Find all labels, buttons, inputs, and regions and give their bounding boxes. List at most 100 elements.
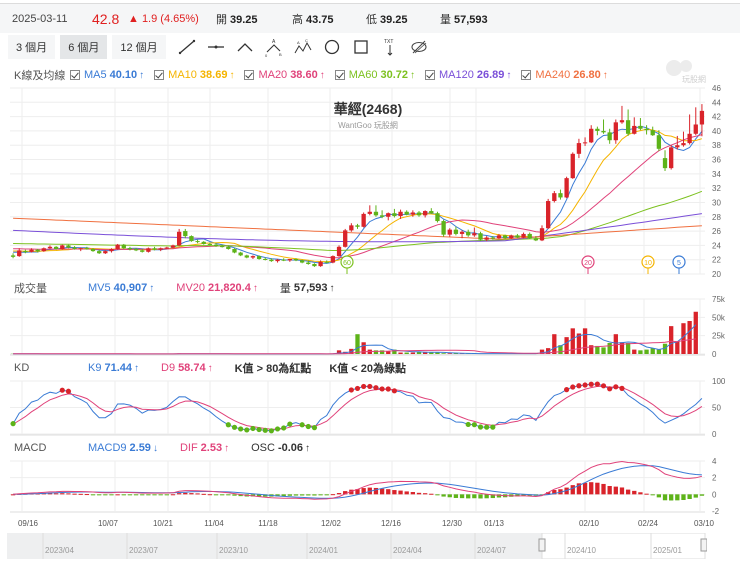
osc-bar xyxy=(90,494,96,496)
legend-item-ma240[interactable]: MA240 26.80 ↑ xyxy=(521,69,608,81)
candle xyxy=(472,233,477,236)
time-navigator[interactable]: 2023/04 2023/07 2023/10 2024/01 2024/04 2024/… xyxy=(7,533,707,559)
osc-bar xyxy=(392,490,397,495)
circle-tool-icon[interactable] xyxy=(319,36,345,58)
osc-bar xyxy=(140,494,145,496)
checkbox[interactable] xyxy=(425,70,435,80)
candle xyxy=(386,213,391,217)
osc-bar xyxy=(515,494,520,497)
volume-bar xyxy=(619,342,625,354)
osc-bar xyxy=(662,494,668,501)
quote-open: 開 39.25 xyxy=(216,13,258,26)
checkbox[interactable] xyxy=(70,70,80,80)
candle xyxy=(441,221,446,235)
checkbox[interactable] xyxy=(244,70,255,80)
svg-text:50: 50 xyxy=(712,404,721,413)
macd-legend: MACD MACD9 2.59 ↓ DIF 2.53 ↑ OSC -0.06 ↑ xyxy=(0,439,332,457)
candle xyxy=(625,120,631,134)
volume-bar xyxy=(656,349,662,354)
svg-text:42: 42 xyxy=(712,113,721,122)
candle xyxy=(336,246,342,257)
volume-bar xyxy=(601,347,606,354)
quote-bar: 2025-03-11 42.8 ▲ 1.9 (4.65%) 開 39.25 高 43… xyxy=(0,3,740,33)
svg-text:0: 0 xyxy=(712,350,717,359)
candle xyxy=(244,255,249,258)
candle xyxy=(164,247,169,249)
volume-bar xyxy=(693,311,698,354)
stock-chart[interactable]: 2022242628303234363840424446華經(2468)Want… xyxy=(0,0,740,535)
rectangle-tool-icon[interactable] xyxy=(348,36,374,58)
osc-bar xyxy=(607,486,612,495)
osc-bar xyxy=(472,494,477,499)
candle xyxy=(466,231,471,236)
svg-text:2023/07: 2023/07 xyxy=(129,546,158,555)
candle xyxy=(392,213,397,217)
candle xyxy=(189,236,194,242)
hide-drawings-icon[interactable] xyxy=(406,36,432,58)
volume-bar xyxy=(607,343,612,354)
osc-bar xyxy=(263,494,268,497)
checkbox[interactable] xyxy=(521,70,532,80)
osc-bar xyxy=(386,489,391,495)
svg-text:B: B xyxy=(279,52,282,57)
quote-volume: 量 57,593 xyxy=(440,13,488,26)
legend-item-ma10[interactable]: MA10 38.69 ↑ xyxy=(154,69,234,81)
legend-item-ma120[interactable]: MA120 26.89 ↑ xyxy=(425,69,511,81)
legend-item-ma60[interactable]: MA60 30.72 ↑ xyxy=(334,69,415,81)
x-axis-label: 10/07 xyxy=(98,519,119,528)
svg-text:25k: 25k xyxy=(712,332,726,341)
svg-text:20: 20 xyxy=(712,270,721,279)
candle xyxy=(115,244,120,249)
candle xyxy=(447,229,452,235)
line-tool-icon[interactable] xyxy=(174,36,200,58)
angle-tool-icon[interactable] xyxy=(232,36,258,58)
abc-pattern-tool-icon[interactable]: A 0 B xyxy=(261,36,287,58)
candle xyxy=(72,247,77,249)
osc-bar xyxy=(595,482,600,495)
volume-bar xyxy=(423,351,428,354)
candle xyxy=(220,246,225,248)
navigator-handle xyxy=(700,538,707,552)
candle xyxy=(183,231,188,237)
osc-bar xyxy=(441,494,446,497)
legend-item-mv5: MV5 40,907 ↑ xyxy=(88,282,155,294)
osc-bar xyxy=(669,494,674,501)
candle xyxy=(453,229,459,234)
volume-bar xyxy=(576,333,582,354)
osc-bar xyxy=(115,494,120,496)
legend-item-macd9: MACD9 2.59 ↓ xyxy=(88,442,158,454)
range-3m-button[interactable]: 3 個月 xyxy=(8,35,56,59)
osc-bar xyxy=(97,494,102,496)
candle xyxy=(601,130,606,133)
range-12m-button[interactable]: 12 個月 xyxy=(112,35,166,59)
text-tool-icon[interactable]: TXT xyxy=(377,36,403,58)
osc-bar xyxy=(576,483,582,495)
svg-text:2024/04: 2024/04 xyxy=(393,546,422,555)
dif-line xyxy=(13,460,703,500)
candle xyxy=(213,244,219,247)
candle xyxy=(250,256,256,258)
osc-bar xyxy=(66,493,71,495)
candle xyxy=(576,143,582,154)
quote-price: 42.8 xyxy=(92,10,120,27)
candle xyxy=(201,241,206,244)
svg-text:34: 34 xyxy=(712,170,721,179)
checkbox[interactable] xyxy=(334,70,345,80)
volume-bar xyxy=(398,352,403,354)
legend-item-ma20[interactable]: MA20 38.60 ↑ xyxy=(244,69,325,81)
svg-text:2024/01: 2024/01 xyxy=(309,546,338,555)
osc-bar xyxy=(416,492,422,495)
candle xyxy=(435,213,440,222)
legend-item-ma5[interactable]: MA5 40.10 ↑ xyxy=(70,69,144,81)
osc-bar xyxy=(72,493,77,495)
volume-bar xyxy=(336,350,342,354)
osc-bar xyxy=(484,494,489,499)
horizontal-line-tool-icon[interactable] xyxy=(203,36,229,58)
osc-bar xyxy=(650,494,655,496)
checkbox[interactable] xyxy=(154,70,165,80)
candle xyxy=(17,250,22,257)
volume-bar xyxy=(441,353,446,354)
osc-bar xyxy=(466,494,471,499)
range-6m-button[interactable]: 6 個月 xyxy=(60,35,108,59)
